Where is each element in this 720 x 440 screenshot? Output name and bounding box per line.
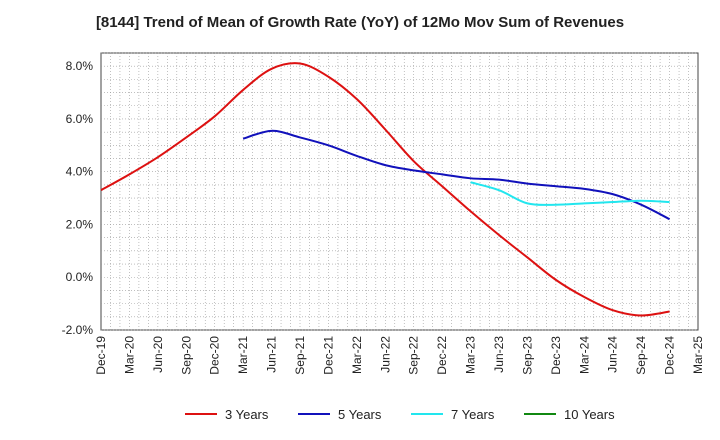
x-tick-label: Dec-24 bbox=[663, 336, 677, 375]
x-tick-label: Jun-22 bbox=[378, 336, 392, 373]
legend: 3 Years 5 Years 7 Years 10 Years bbox=[185, 407, 615, 422]
legend-label-3-years: 3 Years bbox=[225, 407, 269, 422]
x-tick-label: Sep-24 bbox=[634, 336, 648, 375]
grid-lines bbox=[101, 52, 698, 331]
x-tick-label: Dec-19 bbox=[94, 336, 108, 375]
x-tick-label: Mar-21 bbox=[236, 336, 250, 374]
x-tick-label: Jun-21 bbox=[265, 336, 279, 373]
series-lines bbox=[100, 62, 671, 317]
y-tick-label: 6.0% bbox=[66, 112, 94, 126]
x-tick-label: Dec-22 bbox=[435, 336, 449, 375]
x-tick-label: Dec-20 bbox=[208, 336, 222, 375]
x-axis-ticks: Dec-19 Mar-20 Jun-20 Sep-20 Dec-20 Mar-21 Jun-… bbox=[94, 336, 705, 375]
y-tick-label: 0.0% bbox=[66, 270, 94, 284]
x-tick-label: Sep-21 bbox=[293, 336, 307, 375]
series-line-7-years bbox=[470, 181, 670, 206]
series-line-3-years bbox=[100, 62, 670, 317]
plot-area bbox=[100, 52, 699, 331]
x-tick-label: Jun-24 bbox=[606, 336, 620, 373]
legend-label-7-years: 7 Years bbox=[451, 407, 495, 422]
x-tick-label: Mar-23 bbox=[464, 336, 478, 374]
chart-title: [8144] Trend of Mean of Growth Rate (YoY… bbox=[95, 14, 625, 31]
x-tick-label: Mar-22 bbox=[350, 336, 364, 374]
x-tick-label: Mar-24 bbox=[577, 336, 591, 374]
x-tick-label: Mar-20 bbox=[122, 336, 136, 374]
x-tick-label: Sep-23 bbox=[520, 336, 534, 375]
x-tick-label: Mar-25 bbox=[691, 336, 705, 374]
x-tick-label: Jun-20 bbox=[151, 336, 165, 373]
y-axis-ticks: -2.0% 0.0% 2.0% 4.0% 6.0% 8.0% bbox=[62, 59, 94, 337]
x-tick-label: Dec-21 bbox=[321, 336, 335, 375]
legend-label-10-years: 10 Years bbox=[564, 407, 615, 422]
legend-label-5-years: 5 Years bbox=[338, 407, 382, 422]
series-line-5-years bbox=[242, 129, 671, 221]
y-tick-label: 4.0% bbox=[66, 165, 94, 179]
y-tick-label: 2.0% bbox=[66, 217, 94, 231]
y-tick-label: -2.0% bbox=[62, 323, 94, 337]
x-tick-label: Dec-23 bbox=[549, 336, 563, 375]
x-tick-label: Sep-22 bbox=[407, 336, 421, 375]
x-tick-label: Sep-20 bbox=[179, 336, 193, 375]
y-tick-label: 8.0% bbox=[66, 59, 94, 73]
x-tick-label: Jun-23 bbox=[492, 336, 506, 373]
